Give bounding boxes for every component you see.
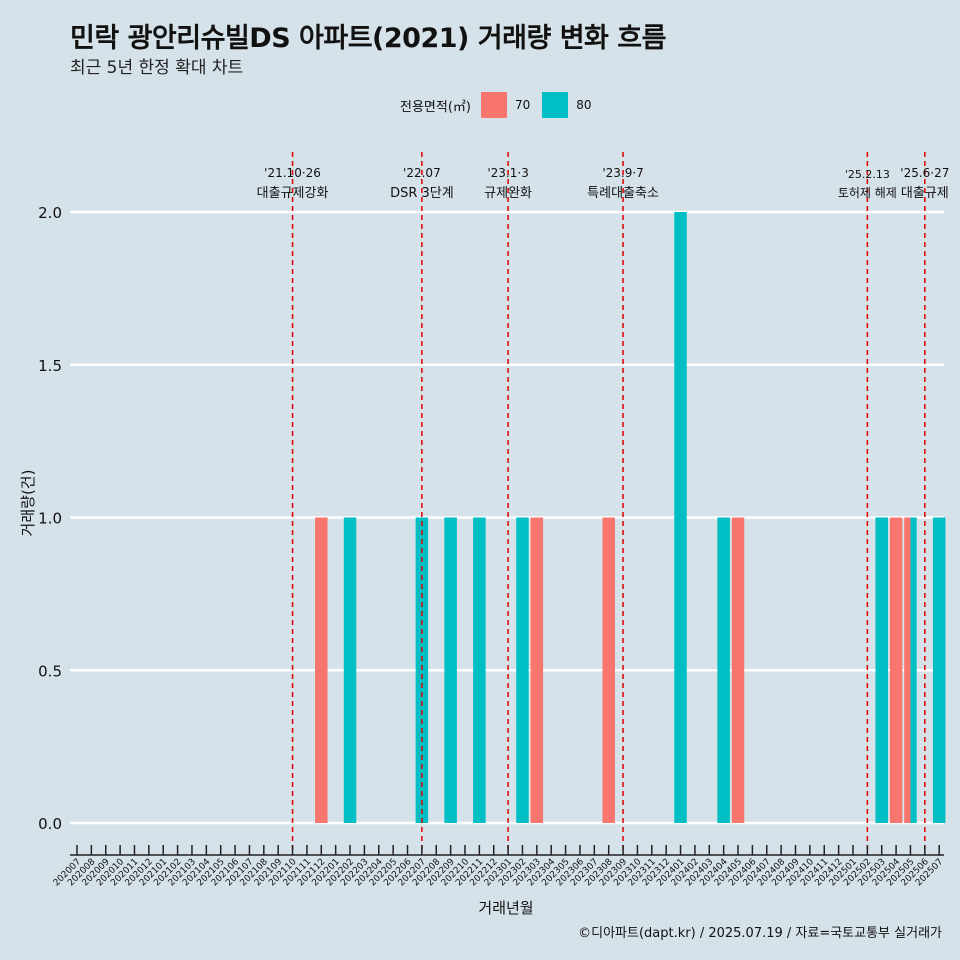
bar-80-202211 [473,517,486,823]
annotation-date: '23.1·3 [487,166,528,180]
y-tick-label: 1.0 [38,510,62,528]
legend-label-80: 80 [576,98,592,112]
x-axis: 2020072020082020092020102020112020122021… [52,845,945,888]
bar-80-202505 [910,517,917,823]
bar-80-202302 [516,517,529,823]
annotation-date: '25.6·27 [900,166,949,180]
legend-swatch-70 [480,92,507,118]
bar-70-202405 [731,517,745,823]
annotation-label: DSR 3단계 [390,186,454,201]
annotation-date: '21.10·26 [264,166,321,180]
bar-80-202507 [932,517,946,823]
bars [315,212,946,823]
annotation-label: 대출규제 [901,186,949,201]
bar-70-202308 [602,517,615,823]
chart-title: 민락 광안리슈빌DS 아파트(2021) 거래량 변화 흐름 [70,23,666,54]
y-axis-ticks: 0.0 0.5 1.0 1.5 2.0 [38,204,62,833]
bar-70-202504 [889,517,903,823]
bar-70-202112 [315,517,328,823]
annotation-label: 토허제 해제 [838,186,897,200]
bar-80-202503 [875,517,888,823]
y-tick-label: 2.0 [38,204,62,222]
legend-label-70: 70 [514,98,531,112]
bar-80-202209 [444,517,457,823]
chart-subtitle: 최근 5년 한정 확대 차트 [70,58,244,78]
x-axis-label: 거래년월 [478,899,533,917]
gridlines [70,210,944,825]
y-tick-label: 0.0 [38,815,62,833]
legend-swatch-80 [542,92,569,118]
annotations: '21.10·26 대출규제강화 '22.07 DSR 3단계 '23.1·3 규제완화 '… [257,152,949,855]
y-axis-label: 거래량(건) [19,470,37,537]
annotation-date: '23.9·7 [602,166,643,180]
y-tick-label: 1.5 [38,357,62,375]
annotation-date: '22.07 [403,166,441,180]
legend: 전용면적(㎡) 70 80 [400,92,604,118]
bar-70-202303 [530,517,544,823]
bar-80-202401 [674,212,687,823]
bar-80-202202 [343,517,357,823]
annotation-label: 대출규제강화 [257,186,329,201]
y-tick-label: 0.5 [38,662,62,680]
bar-80-202207 [415,517,429,823]
caption: ©디아파트(dapt.kr) / 2025.07.19 / 자료=국토교통부 실… [578,926,942,941]
annotation-label: 규제완화 [484,186,532,201]
annotation-date: '25.2.13 [845,168,890,181]
annotation-label: 특례대출축소 [587,186,659,201]
bar-80-202404 [717,517,730,823]
bar-70-202505 [904,517,911,823]
legend-title: 전용면적(㎡) [400,99,471,115]
